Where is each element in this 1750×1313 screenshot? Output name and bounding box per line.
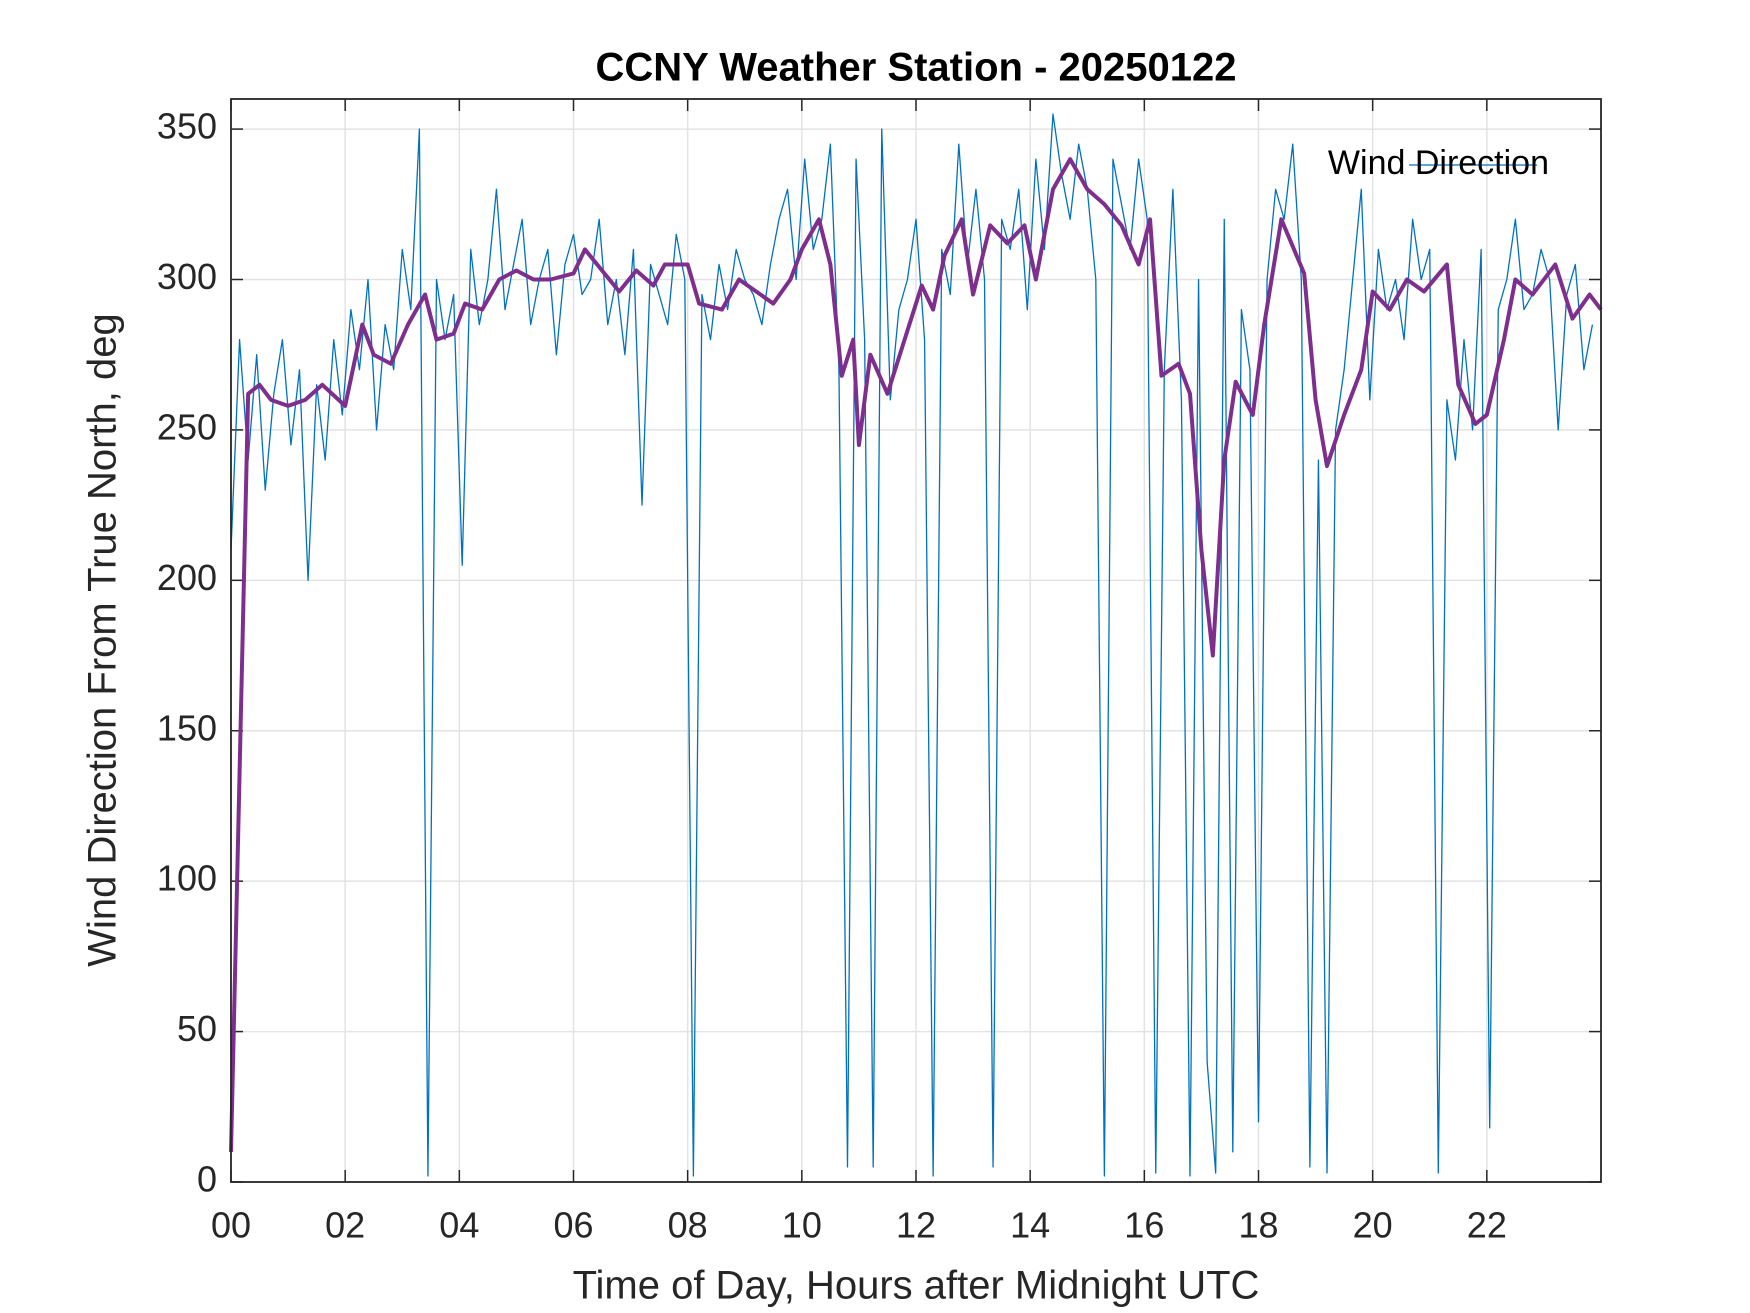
x-axis-label: Time of Day, Hours after Midnight UTC (573, 1264, 1260, 1308)
chart-title: CCNY Weather Station - 20250122 (596, 46, 1237, 90)
y-tick-label: 250 (157, 406, 217, 447)
y-tick-label: 0 (197, 1159, 217, 1200)
legend-label: Wind Direction (1328, 144, 1549, 182)
x-tick-label: 14 (1010, 1205, 1050, 1246)
x-tick-label: 06 (553, 1205, 593, 1246)
x-tick-label: 20 (1353, 1205, 1393, 1246)
y-tick-label: 350 (157, 106, 217, 147)
x-tick-label: 00 (211, 1205, 251, 1246)
x-tick-label: 12 (896, 1205, 936, 1246)
y-tick-label: 100 (157, 858, 217, 899)
x-tick-label: 04 (439, 1205, 479, 1246)
x-tick-label: 16 (1124, 1205, 1164, 1246)
y-axis-label: Wind Direction From True North, deg (81, 313, 125, 967)
data-line (230, 113, 1594, 1177)
x-tick-label: 10 (782, 1205, 822, 1246)
data-line (229, 157, 1603, 1152)
x-tick-label: 18 (1238, 1205, 1278, 1246)
y-tick-label: 150 (157, 707, 217, 748)
x-tick-label: 22 (1467, 1205, 1507, 1246)
x-tick-label: 08 (668, 1205, 708, 1246)
y-tick-label: 200 (157, 557, 217, 598)
axes-box (230, 98, 1602, 1183)
x-tick-label: 02 (325, 1205, 365, 1246)
y-tick-label: 300 (157, 256, 217, 297)
y-tick-label: 50 (177, 1008, 217, 1049)
